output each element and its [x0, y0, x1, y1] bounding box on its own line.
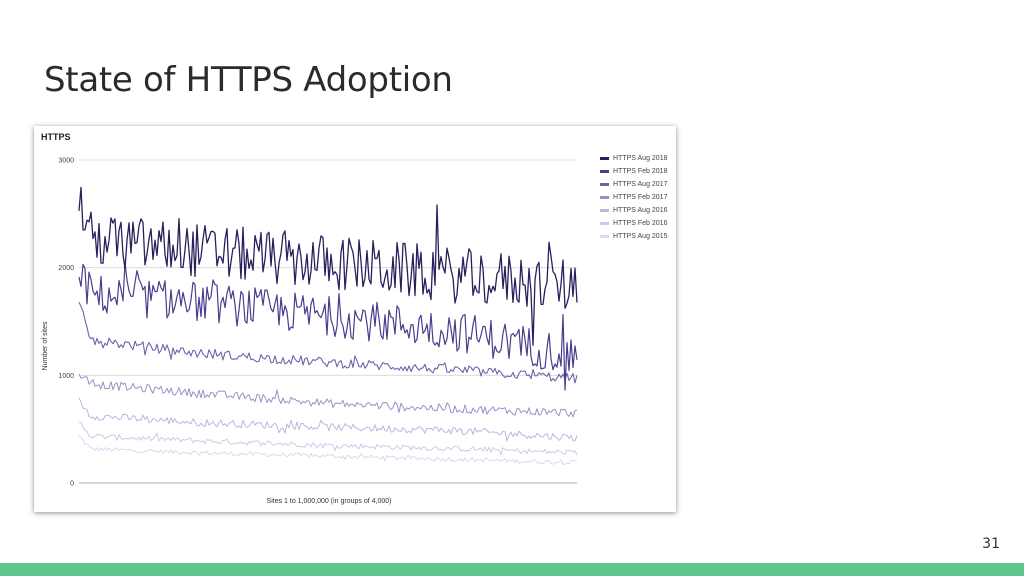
y-axis-label: Number of sites [42, 321, 49, 371]
chart-card: HTTPS 0 1000 2000 3000 Number of sites Site… [34, 126, 676, 512]
legend-swatch [600, 196, 609, 199]
y-tick-label: 1000 [58, 373, 74, 380]
grid-layer: 0 1000 2000 3000 [58, 158, 577, 488]
legend-label: HTTPS Aug 2015 [613, 233, 668, 240]
y-tick-label: 0 [70, 481, 74, 488]
legend-label: HTTPS Aug 2017 [613, 181, 668, 188]
series-line-https-feb-2017 [78, 373, 578, 418]
y-tick-label: 2000 [58, 265, 74, 272]
legend-label: HTTPS Feb 2018 [613, 168, 668, 175]
y-tick-label: 3000 [58, 158, 74, 165]
series-layer [78, 186, 578, 465]
legend-swatch [600, 222, 609, 225]
x-axis-label: Sites 1 to 1,000,000 (in groups of 4,000… [267, 498, 392, 505]
footer-bar [0, 563, 1024, 576]
series-line-https-aug-2015 [78, 435, 578, 465]
legend-swatch [600, 183, 609, 186]
series-line-https-feb-2018 [78, 262, 578, 391]
legend-label: HTTPS Aug 2016 [613, 207, 668, 214]
legend-swatch [600, 157, 609, 160]
legend-label: HTTPS Feb 2017 [613, 194, 668, 201]
legend-swatch [600, 235, 609, 238]
legend: HTTPS Aug 2018 HTTPS Feb 2018 HTTPS Aug 20… [600, 155, 668, 240]
page-number: 31 [982, 536, 1000, 552]
legend-swatch [600, 170, 609, 173]
chart-title: HTTPS [41, 132, 71, 142]
slide-title: State of HTTPS Adoption [44, 60, 453, 100]
https-line-chart: HTTPS 0 1000 2000 3000 Number of sites Site… [41, 132, 668, 505]
legend-label: HTTPS Feb 2016 [613, 220, 668, 227]
series-line-https-aug-2018 [78, 186, 578, 346]
legend-swatch [600, 209, 609, 212]
series-line-https-aug-2017 [78, 301, 578, 384]
series-line-https-feb-2016 [78, 421, 578, 456]
legend-label: HTTPS Aug 2018 [613, 155, 668, 162]
series-line-https-aug-2016 [78, 397, 578, 442]
